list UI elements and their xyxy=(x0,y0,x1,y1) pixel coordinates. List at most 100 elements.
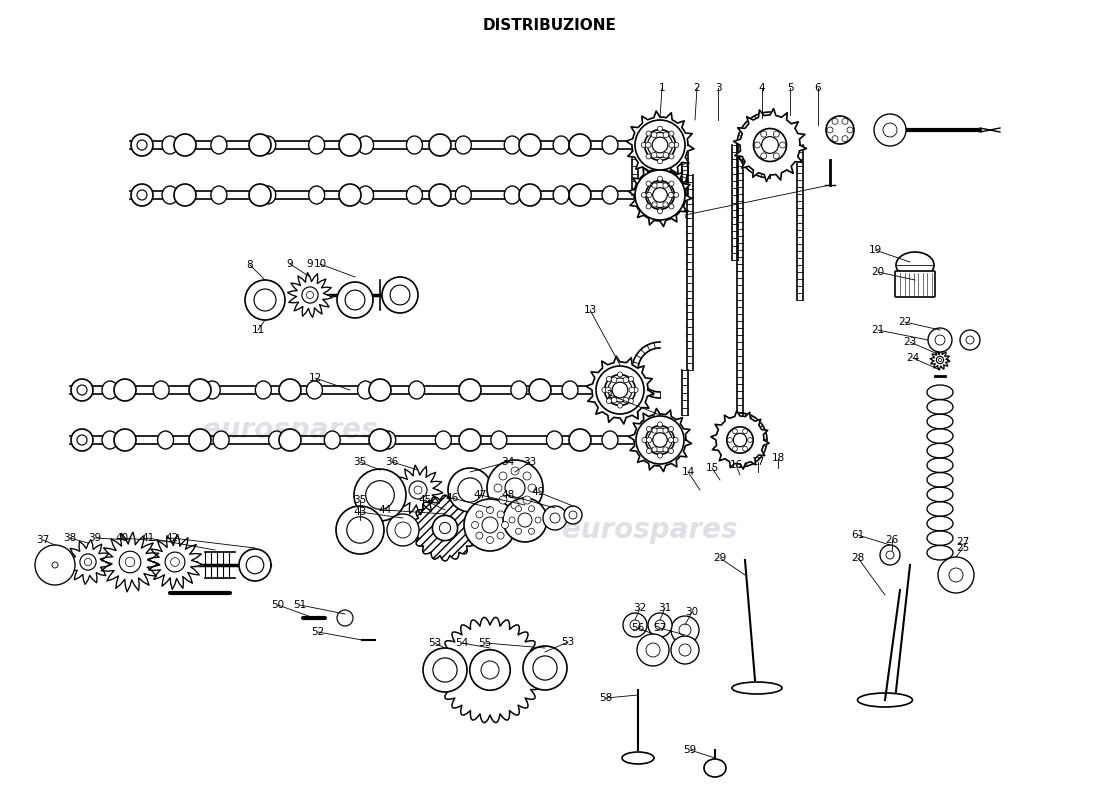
Text: 36: 36 xyxy=(385,457,398,467)
Ellipse shape xyxy=(379,431,396,449)
Text: 50: 50 xyxy=(272,600,285,610)
Text: 32: 32 xyxy=(634,603,647,613)
Ellipse shape xyxy=(309,186,324,204)
Circle shape xyxy=(80,554,96,570)
Circle shape xyxy=(634,387,638,393)
Text: 33: 33 xyxy=(524,457,537,467)
Circle shape xyxy=(654,620,666,630)
Circle shape xyxy=(518,513,532,527)
Ellipse shape xyxy=(519,184,541,206)
Ellipse shape xyxy=(324,431,340,449)
Polygon shape xyxy=(734,109,806,182)
Text: 57: 57 xyxy=(653,623,667,633)
Circle shape xyxy=(651,152,657,158)
Circle shape xyxy=(646,131,651,136)
Circle shape xyxy=(874,114,906,146)
Circle shape xyxy=(433,658,458,682)
Circle shape xyxy=(470,650,510,690)
Circle shape xyxy=(612,377,617,382)
Circle shape xyxy=(658,453,662,458)
Ellipse shape xyxy=(547,431,562,449)
Text: 34: 34 xyxy=(502,457,515,467)
Text: 55: 55 xyxy=(478,638,492,648)
Circle shape xyxy=(395,522,411,538)
Circle shape xyxy=(569,511,578,519)
Ellipse shape xyxy=(504,186,520,204)
Circle shape xyxy=(424,648,468,692)
Polygon shape xyxy=(437,618,542,722)
Circle shape xyxy=(761,137,779,154)
Circle shape xyxy=(755,142,760,148)
Ellipse shape xyxy=(339,184,361,206)
Circle shape xyxy=(516,506,521,512)
Text: 2: 2 xyxy=(607,390,614,400)
Circle shape xyxy=(938,557,974,593)
Text: 24: 24 xyxy=(906,353,920,363)
Ellipse shape xyxy=(77,385,87,395)
Circle shape xyxy=(671,616,698,644)
Text: 10: 10 xyxy=(314,259,327,269)
Circle shape xyxy=(617,403,623,408)
Circle shape xyxy=(165,552,185,572)
Text: 45: 45 xyxy=(418,495,431,505)
Ellipse shape xyxy=(114,379,136,401)
Ellipse shape xyxy=(491,431,507,449)
Circle shape xyxy=(516,528,521,534)
Circle shape xyxy=(414,486,422,494)
Ellipse shape xyxy=(279,429,301,451)
Polygon shape xyxy=(626,111,694,179)
Ellipse shape xyxy=(72,379,94,401)
Ellipse shape xyxy=(162,136,178,154)
Circle shape xyxy=(499,496,507,504)
Text: 59: 59 xyxy=(683,745,696,755)
Circle shape xyxy=(502,522,508,529)
Text: 9: 9 xyxy=(287,259,294,269)
Circle shape xyxy=(658,176,662,182)
Polygon shape xyxy=(66,540,110,584)
Text: 47: 47 xyxy=(473,490,486,500)
Text: 6: 6 xyxy=(815,83,822,93)
Circle shape xyxy=(472,522,478,529)
Circle shape xyxy=(761,131,767,137)
Circle shape xyxy=(432,515,458,541)
Polygon shape xyxy=(931,350,950,370)
Text: 25: 25 xyxy=(956,543,969,553)
Ellipse shape xyxy=(102,431,118,449)
Ellipse shape xyxy=(896,252,934,278)
Circle shape xyxy=(481,661,499,679)
Circle shape xyxy=(652,433,668,447)
Circle shape xyxy=(641,142,647,147)
Circle shape xyxy=(658,422,662,427)
Circle shape xyxy=(663,132,669,138)
Text: 52: 52 xyxy=(311,627,324,637)
Circle shape xyxy=(669,438,673,442)
Circle shape xyxy=(409,481,427,499)
Ellipse shape xyxy=(648,182,672,207)
Circle shape xyxy=(550,513,560,523)
Circle shape xyxy=(528,528,535,534)
Text: 14: 14 xyxy=(681,467,694,477)
Ellipse shape xyxy=(77,435,87,445)
Text: 2: 2 xyxy=(694,83,701,93)
Circle shape xyxy=(645,130,675,160)
Circle shape xyxy=(663,447,668,452)
Text: 16: 16 xyxy=(729,460,743,470)
Circle shape xyxy=(522,472,531,480)
Circle shape xyxy=(439,522,451,534)
Text: 29: 29 xyxy=(714,553,727,563)
Text: 49: 49 xyxy=(531,487,544,497)
Circle shape xyxy=(773,153,779,159)
Text: 30: 30 xyxy=(685,607,698,617)
Circle shape xyxy=(673,193,679,198)
Ellipse shape xyxy=(459,429,481,451)
Circle shape xyxy=(669,142,674,148)
Circle shape xyxy=(773,131,779,137)
Circle shape xyxy=(239,549,271,581)
Text: 28: 28 xyxy=(851,553,865,563)
Ellipse shape xyxy=(114,429,136,451)
Circle shape xyxy=(512,501,519,509)
Ellipse shape xyxy=(455,186,471,204)
Ellipse shape xyxy=(504,136,520,154)
Circle shape xyxy=(646,426,674,454)
Ellipse shape xyxy=(131,134,153,156)
